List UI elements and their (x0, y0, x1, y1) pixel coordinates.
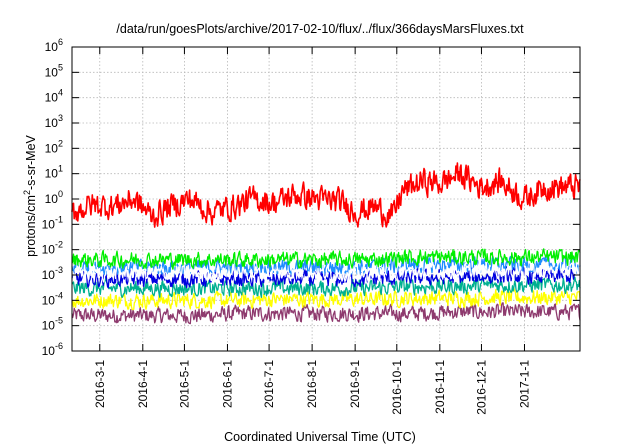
x-ticks: 2016-3-1 2016-4-1 2016-5-1 2016-6-1 2016-7-1… (93, 47, 531, 415)
x-tick-label: 2016-6-1 (220, 360, 234, 408)
y-tick-label: 10-5 (42, 316, 63, 333)
x-tick-label: 2016-4-1 (136, 360, 150, 408)
y-tick-label: 10-2 (42, 240, 63, 257)
x-axis-label: Coordinated Universal Time (UTC) (224, 430, 416, 444)
y-tick-label: 103 (45, 113, 63, 130)
series-line (71, 248, 581, 270)
series-line (71, 162, 581, 228)
y-tick-label: 102 (45, 138, 63, 155)
series-line (71, 266, 581, 289)
series-line (71, 276, 581, 299)
x-tick-label: 2016-5-1 (177, 360, 191, 408)
y-tick-label: 101 (45, 164, 63, 181)
y-tick-label: 10-1 (42, 214, 63, 231)
y-axis-label: protons/cm2-s-sr-MeV (22, 135, 39, 257)
y-tick-label: 10-3 (42, 265, 63, 282)
x-tick-label: 2016-9-1 (348, 360, 362, 408)
x-tick-label: 2016-10-1 (390, 360, 404, 415)
x-tick-label: 2016-12-1 (474, 360, 488, 415)
y-tick-label: 104 (45, 88, 63, 105)
x-tick-label: 2016-7-1 (262, 360, 276, 408)
y-tick-label: 10-6 (42, 341, 63, 358)
x-tick-label: 2017-1-1 (517, 360, 531, 408)
x-tick-label: 2016-8-1 (305, 360, 319, 408)
y-tick-label: 10-4 (42, 290, 63, 307)
series-line (71, 260, 581, 283)
x-tick-label: 2016-11-1 (433, 360, 447, 414)
x-tick-label: 2016-3-1 (93, 360, 107, 408)
chart-title: /data/run/goesPlots/archive/2017-02-10/f… (116, 22, 524, 36)
y-tick-label: 106 (45, 37, 63, 54)
y-tick-label: 105 (45, 62, 63, 79)
y-tick-label: 100 (45, 189, 63, 206)
series-group (71, 162, 581, 325)
series-line (71, 287, 581, 311)
y-ticks: 10-6 10-5 10-4 10-3 10-2 10-1 100 101 102 103 104 1… (42, 37, 580, 358)
series-line (71, 302, 581, 325)
